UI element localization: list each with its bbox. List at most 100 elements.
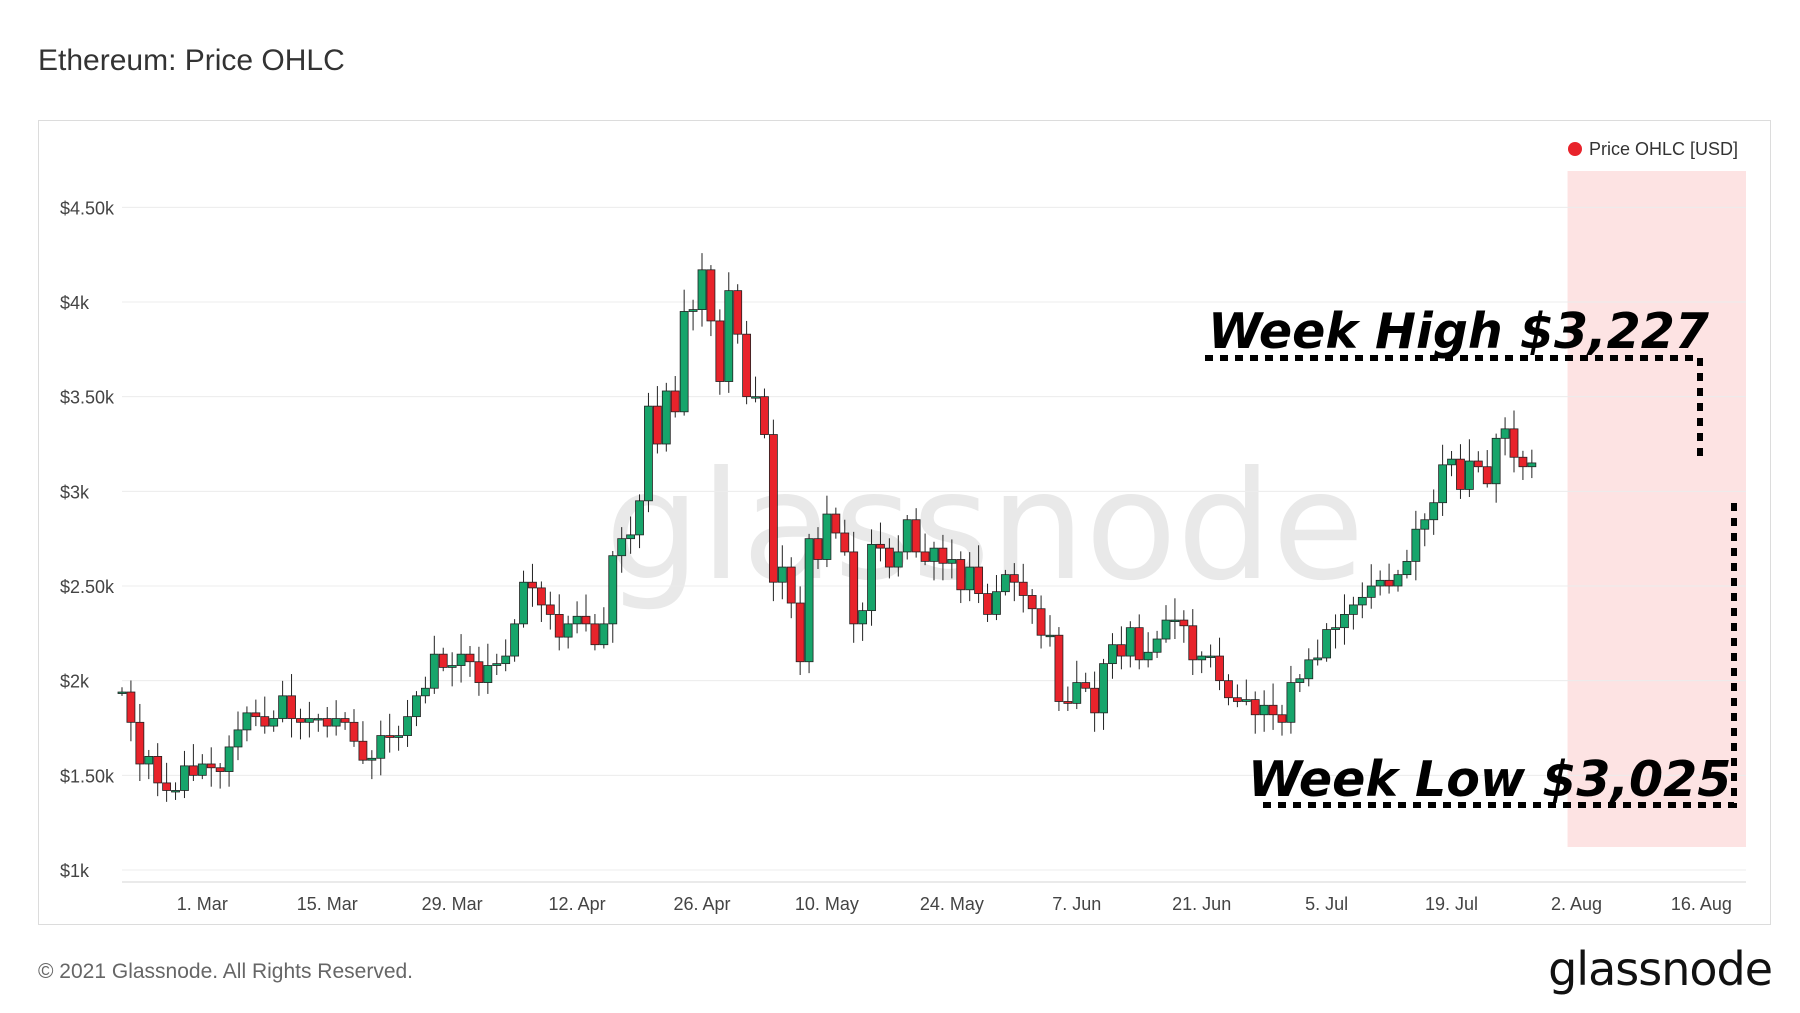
candle <box>1500 428 1510 439</box>
candle <box>1438 464 1448 504</box>
candle <box>608 555 618 625</box>
candle <box>1393 574 1403 587</box>
candle <box>376 735 386 759</box>
candle <box>1206 655 1216 658</box>
candle <box>768 434 778 583</box>
candle <box>519 581 528 625</box>
y-axis: $1k $1.50k $2k $2.50k $3k $3.50k $4k $4.50k <box>60 198 115 881</box>
candle <box>938 547 948 564</box>
candle <box>1491 437 1501 485</box>
week-low-label: Week Low $3,025 <box>1248 751 1731 808</box>
candle <box>715 320 725 382</box>
candle <box>1143 651 1153 661</box>
candle <box>456 653 466 666</box>
candle <box>162 782 172 791</box>
candle <box>135 721 145 765</box>
candle <box>1384 579 1394 587</box>
candle <box>358 740 368 761</box>
candle <box>1366 585 1376 598</box>
candle <box>626 534 636 540</box>
y-tick-label: $3.50k <box>60 388 115 408</box>
candle <box>599 623 609 646</box>
candle <box>670 390 680 413</box>
candle <box>296 718 305 723</box>
candle <box>1072 682 1082 704</box>
x-tick-label: 12. Apr <box>549 894 606 914</box>
x-tick-label: 19. Jul <box>1425 894 1478 914</box>
candle <box>947 559 957 564</box>
candle <box>1081 682 1091 689</box>
candle <box>349 721 359 742</box>
candle <box>965 566 975 591</box>
annotations: Week High $3,227 Week Low $3,025 <box>1205 303 1737 808</box>
candle <box>1277 714 1287 723</box>
candle <box>1322 629 1332 659</box>
candle <box>340 718 350 723</box>
candle <box>447 665 457 668</box>
candle <box>1295 678 1305 683</box>
candle <box>412 695 421 718</box>
week-high-line <box>1205 355 1703 460</box>
candle <box>635 500 644 536</box>
candle <box>1340 614 1349 629</box>
candle <box>536 587 546 606</box>
candle <box>171 790 180 793</box>
x-tick-label: 16. Aug <box>1671 894 1732 914</box>
legend-label: Price OHLC [USD] <box>1589 139 1738 159</box>
candle <box>795 602 805 663</box>
candle <box>590 623 600 646</box>
candle <box>1518 456 1528 468</box>
y-tick-label: $4k <box>60 293 90 313</box>
candle <box>1429 502 1439 521</box>
candle <box>1152 638 1162 653</box>
candle <box>867 543 876 612</box>
candle <box>1197 655 1207 661</box>
candle <box>1179 619 1189 627</box>
candle <box>572 615 582 625</box>
legend[interactable]: Price OHLC [USD] <box>1568 139 1738 159</box>
candle <box>474 661 484 683</box>
x-tick-label: 26. Apr <box>673 894 730 914</box>
y-tick-label: $2.50k <box>60 577 115 597</box>
candle <box>501 655 511 665</box>
candle <box>287 695 296 719</box>
x-tick-label: 24. May <box>920 894 984 914</box>
candle <box>215 767 225 772</box>
candle <box>206 763 216 769</box>
candle <box>813 538 823 560</box>
candle <box>1268 704 1278 716</box>
candle <box>1509 428 1519 458</box>
candle <box>858 610 868 625</box>
candle <box>1018 581 1028 596</box>
candle <box>1009 574 1019 583</box>
candles <box>117 253 1537 802</box>
copyright-footer: © 2021 Glassnode. All Rights Reserved. <box>38 960 414 983</box>
candle <box>777 566 787 583</box>
grid-lines <box>122 206 1746 883</box>
candle <box>733 290 743 335</box>
candle <box>1250 699 1260 716</box>
candle <box>1527 462 1537 468</box>
candle <box>1054 634 1064 702</box>
candle <box>1125 627 1135 657</box>
candle <box>322 718 332 727</box>
y-tick-label: $3k <box>60 482 90 502</box>
candle <box>233 729 243 748</box>
candle <box>1447 458 1456 466</box>
x-tick-label: 29. Mar <box>422 894 483 914</box>
x-tick-label: 2. Aug <box>1551 894 1602 914</box>
candle <box>313 718 323 721</box>
chart-frame <box>38 120 1771 925</box>
candle <box>992 591 1001 615</box>
candle <box>1045 634 1055 638</box>
glassnode-logo[interactable]: glassnode <box>1548 942 1773 996</box>
candle <box>581 615 591 625</box>
candle <box>403 716 412 736</box>
candle <box>278 695 288 719</box>
legend-marker <box>1568 142 1582 156</box>
candle <box>197 763 207 776</box>
candle <box>760 396 769 435</box>
candle <box>1000 574 1010 593</box>
candle <box>1313 657 1323 661</box>
x-tick-label: 15. Mar <box>297 894 358 914</box>
